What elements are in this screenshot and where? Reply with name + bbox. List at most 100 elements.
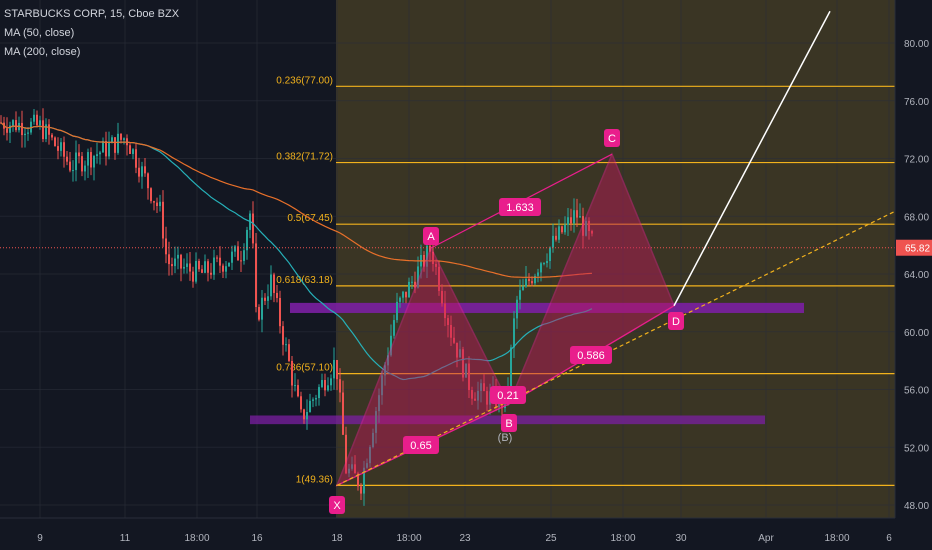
x-tick-label: Apr bbox=[758, 533, 774, 544]
candle-body bbox=[408, 281, 410, 298]
candle-body bbox=[69, 161, 71, 171]
candle-body bbox=[567, 217, 569, 225]
candle-body bbox=[336, 359, 338, 380]
candle-body bbox=[399, 297, 401, 302]
candle-body bbox=[333, 359, 335, 379]
candle-body bbox=[360, 486, 362, 494]
candle-body bbox=[222, 265, 224, 272]
candle-body bbox=[168, 254, 170, 265]
candle-body bbox=[135, 149, 137, 168]
candle-body bbox=[45, 124, 47, 140]
candle-body bbox=[60, 142, 62, 151]
candle-body bbox=[306, 412, 308, 420]
candle-body bbox=[30, 121, 32, 133]
candle-body bbox=[468, 363, 470, 391]
candle-body bbox=[561, 226, 563, 233]
candle-body bbox=[417, 266, 419, 288]
candle-body bbox=[264, 297, 266, 301]
candle-body bbox=[138, 167, 140, 177]
candle-body bbox=[450, 325, 452, 338]
candle-body bbox=[114, 137, 116, 153]
candle-body bbox=[162, 201, 164, 239]
candle-body bbox=[282, 326, 284, 345]
candle-body bbox=[273, 274, 275, 293]
candle-body bbox=[72, 170, 74, 172]
candle-body bbox=[57, 146, 59, 151]
x-tick-label: 11 bbox=[120, 533, 131, 544]
x-tick-label: 23 bbox=[459, 533, 471, 544]
candle-body bbox=[183, 266, 185, 269]
candle-body bbox=[171, 264, 173, 267]
chart-legend: STARBUCKS CORP, 15, Cboe BZX MA (50, clo… bbox=[4, 5, 179, 62]
y-tick-label: 56.00 bbox=[904, 386, 929, 397]
candle-body bbox=[219, 257, 221, 266]
candle-body bbox=[537, 272, 539, 276]
y-tick-label: 72.00 bbox=[904, 155, 929, 166]
candle-body bbox=[78, 152, 80, 157]
candle-body bbox=[483, 383, 485, 392]
candle-body bbox=[519, 290, 521, 300]
time-axis bbox=[0, 518, 932, 550]
candle-body bbox=[294, 385, 296, 387]
price-axis bbox=[895, 0, 932, 550]
x-tick-label: 30 bbox=[675, 533, 687, 544]
candle-body bbox=[189, 263, 191, 272]
candle-body bbox=[192, 271, 194, 282]
pattern-point-badge bbox=[423, 227, 439, 245]
fib-level-label: 0.236(77.00) bbox=[276, 75, 333, 86]
candle-body bbox=[195, 260, 197, 282]
candle-body bbox=[234, 246, 236, 252]
ratio-label: 1.633 bbox=[506, 202, 534, 214]
candle-body bbox=[213, 257, 215, 275]
candle-body bbox=[15, 120, 17, 131]
candle-body bbox=[348, 468, 350, 474]
ratio-badge bbox=[490, 386, 526, 404]
candle-body bbox=[27, 132, 29, 134]
fib-level-label: 0.786(57.10) bbox=[276, 363, 333, 374]
pattern-alt-label: (B) bbox=[498, 432, 513, 444]
candle-body bbox=[387, 355, 389, 366]
candle-body bbox=[435, 264, 437, 267]
candle-body bbox=[165, 238, 167, 255]
candle-body bbox=[231, 251, 233, 263]
candle-body bbox=[540, 263, 542, 273]
candle-body bbox=[141, 166, 143, 177]
x-tick-label: 18:00 bbox=[610, 533, 635, 544]
ratio-badge bbox=[570, 346, 612, 364]
candle-body bbox=[552, 235, 554, 248]
candle-body bbox=[156, 202, 158, 207]
candle-body bbox=[96, 154, 98, 157]
y-tick-label: 80.00 bbox=[904, 39, 929, 50]
candle-body bbox=[159, 201, 161, 207]
candle-body bbox=[33, 114, 35, 122]
ratio-label: 0.21 bbox=[497, 390, 518, 402]
x-tick-label: 18 bbox=[331, 533, 343, 544]
candle-body bbox=[237, 246, 239, 261]
candle-body bbox=[456, 342, 458, 358]
candle-body bbox=[357, 473, 359, 487]
candle-body bbox=[261, 297, 263, 320]
y-tick-label: 60.00 bbox=[904, 328, 929, 339]
y-tick-label: 64.00 bbox=[904, 270, 929, 281]
candle-body bbox=[564, 224, 566, 233]
candle-body bbox=[228, 262, 230, 267]
fib-level-label: 0.618(63.18) bbox=[276, 275, 333, 286]
candle-body bbox=[549, 247, 551, 262]
candle-body bbox=[51, 134, 53, 138]
pattern-point-badge bbox=[501, 414, 517, 432]
last-price-label: 65.82 bbox=[905, 244, 930, 255]
candle-body bbox=[414, 281, 416, 288]
candle-body bbox=[132, 149, 134, 154]
candle-body bbox=[297, 385, 299, 397]
candle-body bbox=[240, 260, 242, 262]
candle-body bbox=[117, 133, 119, 153]
candle-body bbox=[48, 124, 50, 135]
candle-body bbox=[243, 250, 245, 261]
x-tick-label: 18:00 bbox=[396, 533, 421, 544]
candle-body bbox=[99, 152, 101, 155]
candle-body bbox=[102, 140, 104, 153]
pattern-point-badge bbox=[604, 129, 620, 147]
fib-level-label: 0.382(71.72) bbox=[276, 152, 333, 163]
candle-body bbox=[321, 380, 323, 388]
